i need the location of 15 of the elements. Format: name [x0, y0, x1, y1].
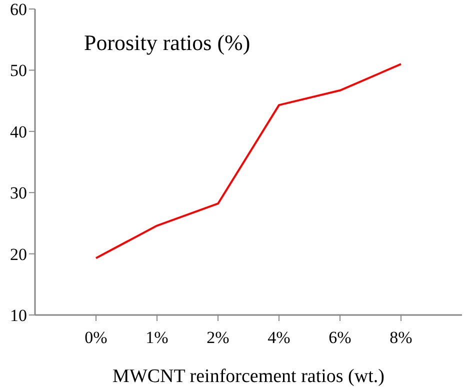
x-tick-label: 8% — [390, 328, 412, 348]
y-tick-label: 40 — [10, 122, 27, 142]
y-tick-label: 30 — [10, 184, 27, 203]
x-tick-label: 0% — [84, 328, 108, 348]
x-tick-label: 2% — [206, 328, 230, 348]
y-tick-label: 60 — [10, 0, 27, 20]
x-tick-label: 6% — [328, 328, 352, 348]
x-tick-label: 1% — [146, 328, 168, 348]
y-tick-label: 20 — [10, 244, 27, 264]
x-axis-title: MWCNT reinforcement ratios (wt.) — [112, 366, 384, 387]
x-tick-label: 4% — [268, 328, 290, 348]
line-series — [95, 63, 402, 260]
y-tick-label: 10 — [10, 306, 27, 326]
text: Porosity ratios (%) — [84, 30, 250, 56]
y-tick-label: 50 — [10, 61, 27, 80]
